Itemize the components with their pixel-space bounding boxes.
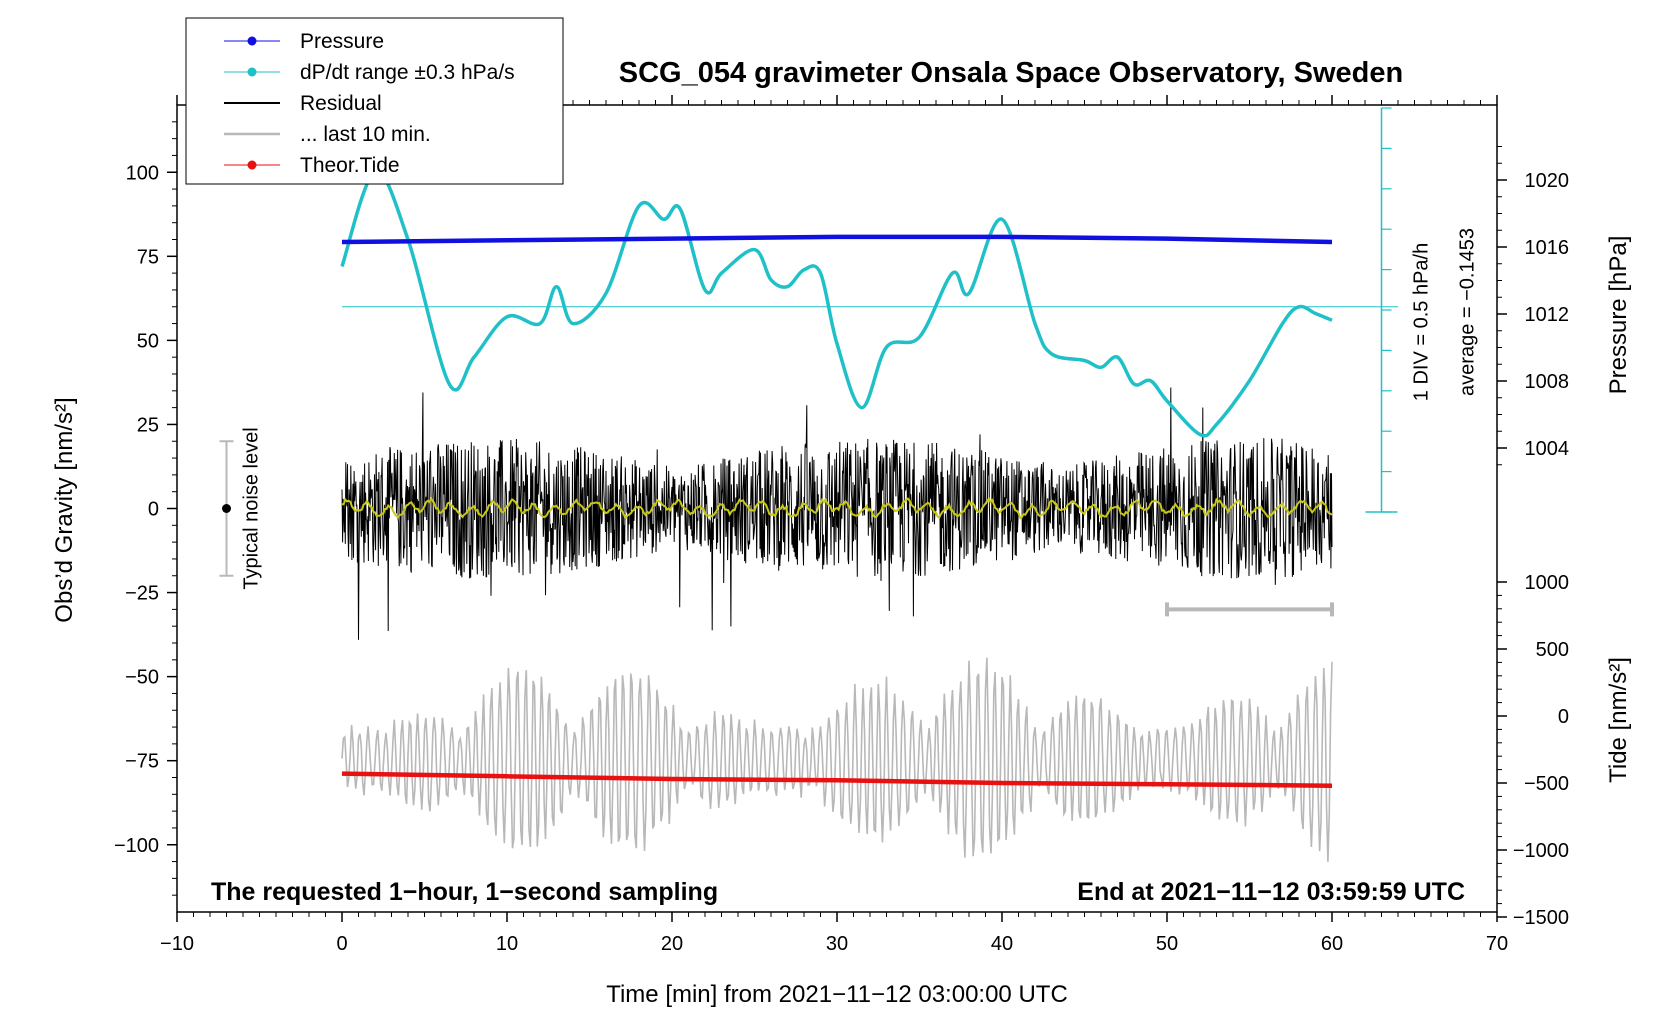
tide-tick-label: −500 bbox=[1524, 773, 1569, 795]
pressure-tick-label: 1020 bbox=[1525, 170, 1570, 192]
x-axis-label: Time [min] from 2021−11−12 03:00:00 UTC bbox=[606, 981, 1068, 1008]
annotation-right: End at 2021−11−12 03:59:59 UTC bbox=[1077, 878, 1465, 906]
dpdt-scale: 1 DIV = 0.5 hPa/h average = −0.1453 bbox=[342, 107, 1479, 513]
y-axis-left-label: Obs’d Gravity [nm/s²] bbox=[51, 397, 78, 622]
tide-tick-label: −1500 bbox=[1513, 907, 1569, 929]
annotation-left: The requested 1−hour, 1−second sampling bbox=[211, 878, 718, 906]
series-last10-line bbox=[341, 657, 1333, 862]
x-tick-label: 0 bbox=[336, 933, 347, 955]
x-tick-label: 40 bbox=[991, 933, 1013, 955]
legend-entry-label: dP/dt range ±0.3 hPa/s bbox=[300, 61, 515, 84]
series-tide-line bbox=[341, 771, 1333, 788]
chart-title: SCG_054 gravimeter Onsala Space Observat… bbox=[619, 57, 1403, 89]
tide-tick-label: 0 bbox=[1558, 706, 1569, 728]
legend-swatch-marker bbox=[247, 67, 257, 77]
y-tick-label: −75 bbox=[125, 751, 159, 773]
noise-indicator-label: Typical noise level bbox=[241, 427, 263, 589]
y-tick-label: −50 bbox=[125, 667, 159, 689]
legend-swatch-marker bbox=[247, 160, 257, 170]
y-axis-pressure: 1020 1016 1012 1008 1004 bbox=[1497, 146, 1570, 466]
legend-box bbox=[185, 17, 564, 185]
legend-swatch-marker bbox=[247, 36, 257, 46]
series-dpdt-line bbox=[340, 170, 1333, 438]
legend-entry-label: Pressure bbox=[300, 30, 384, 53]
y-tick-label: 25 bbox=[137, 414, 159, 436]
pressure-tick-label: 1016 bbox=[1525, 237, 1570, 259]
indicator-layer: Typical noise level bbox=[219, 427, 1334, 617]
x-tick-label: 50 bbox=[1156, 933, 1178, 955]
series-pressure-line bbox=[341, 234, 1333, 245]
series-layer bbox=[340, 170, 1333, 862]
pressure-tick-label: 1008 bbox=[1525, 371, 1570, 393]
tide-tick-label: −1000 bbox=[1513, 840, 1569, 862]
pressure-tick-label: 1004 bbox=[1525, 438, 1570, 460]
legend: Pressure dP/dt range ±0.3 hPa/s Residual..… bbox=[185, 17, 564, 185]
pressure-tick-label: 1012 bbox=[1525, 304, 1570, 326]
y-axis-tide: 1000 500 0 −500 −1000 −1500 bbox=[1497, 572, 1569, 929]
noise-indicator-dot bbox=[222, 504, 231, 513]
series-smooth-line bbox=[341, 496, 1333, 520]
x-axis: −10 0 10 20 30 40 50 60 70 bbox=[160, 95, 1508, 955]
x-tick-label: 10 bbox=[496, 933, 518, 955]
y-axis-tide-label: Tide [nm/s²] bbox=[1605, 657, 1632, 783]
legend-entry-label: Theor.Tide bbox=[300, 154, 400, 177]
legend-entry-label: ... last 10 min. bbox=[300, 123, 431, 146]
legend-entry-label: Residual bbox=[300, 92, 382, 115]
x-tick-label: 60 bbox=[1321, 933, 1343, 955]
x-tick-label: −10 bbox=[160, 933, 194, 955]
y-axis-left: 100 75 50 25 0 −25 −50 −75 −100 bbox=[114, 121, 177, 896]
x-tick-label: 70 bbox=[1486, 933, 1508, 955]
y-tick-label: −100 bbox=[114, 835, 159, 857]
y-tick-label: 75 bbox=[137, 246, 159, 268]
tide-tick-label: 500 bbox=[1536, 639, 1569, 661]
y-tick-label: −25 bbox=[125, 583, 159, 605]
y-axis-pressure-label: Pressure [hPa] bbox=[1605, 236, 1632, 395]
y-tick-label: 0 bbox=[148, 499, 159, 521]
y-tick-label: 50 bbox=[137, 330, 159, 352]
dpdt-scale-div-label: 1 DIV = 0.5 hPa/h bbox=[1411, 243, 1433, 401]
tide-tick-label: 1000 bbox=[1525, 572, 1570, 594]
y-tick-label: 100 bbox=[126, 162, 159, 184]
x-tick-label: 20 bbox=[661, 933, 683, 955]
x-tick-label: 30 bbox=[826, 933, 848, 955]
series-residual-line bbox=[341, 387, 1333, 640]
dpdt-scale-avg-label: average = −0.1453 bbox=[1457, 228, 1479, 396]
